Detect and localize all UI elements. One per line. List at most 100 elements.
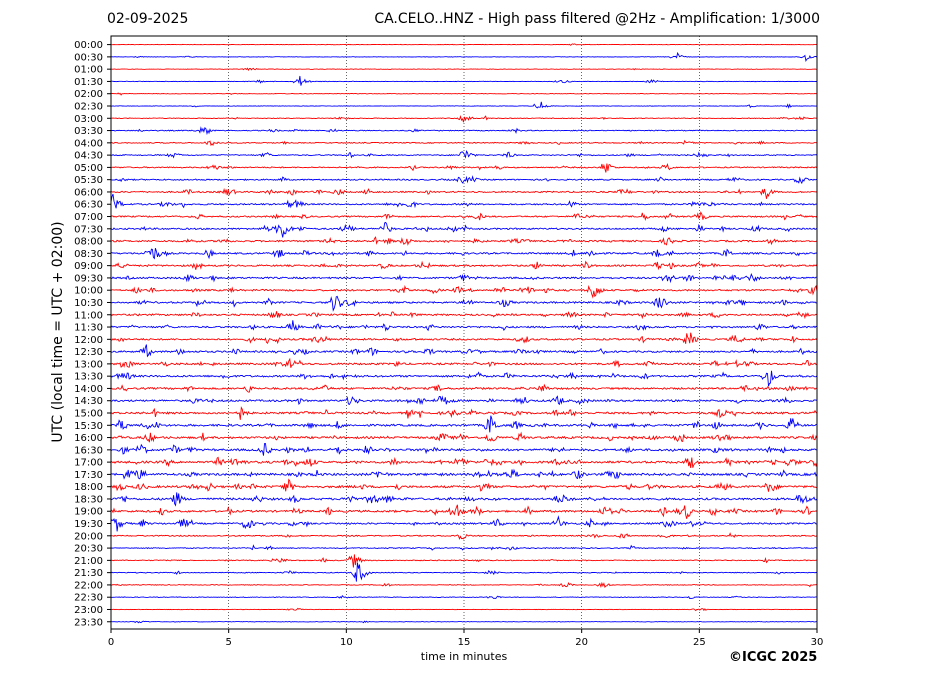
trace-row bbox=[110, 163, 818, 173]
trace-row bbox=[111, 620, 818, 624]
trace-row bbox=[110, 370, 818, 387]
y-tick-label: 19:00 bbox=[74, 507, 103, 518]
trace-row bbox=[110, 311, 818, 320]
y-tick-label: 03:00 bbox=[74, 114, 103, 125]
trace-row bbox=[110, 468, 818, 480]
chart-title: CA.CELO..HNZ - High pass filtered @2Hz -… bbox=[374, 11, 820, 27]
y-tick-label: 17:30 bbox=[74, 470, 103, 481]
trace-row bbox=[110, 221, 818, 238]
y-tick-label: 11:00 bbox=[74, 310, 103, 321]
date-label: 02-09-2025 bbox=[107, 11, 189, 27]
y-tick-label: 22:30 bbox=[74, 593, 103, 604]
trace-row bbox=[110, 544, 818, 551]
y-tick-label: 18:00 bbox=[74, 482, 103, 493]
x-tick-label: 30 bbox=[811, 637, 824, 648]
trace-row bbox=[110, 406, 818, 420]
y-tick-label: 09:30 bbox=[74, 273, 103, 284]
y-tick-label: 12:00 bbox=[74, 335, 103, 346]
trace-row bbox=[110, 515, 817, 532]
x-tick-label: 15 bbox=[458, 637, 471, 648]
x-axis-label: time in minutes bbox=[421, 650, 508, 663]
x-tick-label: 20 bbox=[575, 637, 588, 648]
trace-row bbox=[110, 554, 818, 568]
y-tick-label: 04:30 bbox=[74, 151, 103, 162]
y-tick-label: 17:00 bbox=[74, 458, 103, 469]
trace-row bbox=[110, 236, 818, 246]
trace-row bbox=[110, 51, 818, 63]
y-tick-label: 18:30 bbox=[74, 494, 103, 505]
y-tick-label: 15:00 bbox=[74, 409, 103, 420]
grid-layer bbox=[228, 36, 700, 629]
trace-row bbox=[111, 492, 818, 507]
trace-row bbox=[111, 75, 817, 86]
y-tick-label: 14:30 bbox=[74, 396, 103, 407]
trace-row bbox=[110, 67, 818, 71]
copyright: ©ICGC 2025 bbox=[729, 650, 818, 665]
x-tick-label: 10 bbox=[340, 637, 353, 648]
trace-row bbox=[110, 443, 817, 456]
trace-row bbox=[110, 295, 818, 312]
x-tick-label: 5 bbox=[225, 637, 231, 648]
y-tick-label: 21:30 bbox=[74, 568, 103, 579]
trace-row bbox=[110, 344, 818, 358]
y-tick-label: 12:30 bbox=[74, 347, 103, 358]
trace-row bbox=[110, 478, 818, 492]
x-tick-layer: 0 5 10 15 20 25 30 bbox=[108, 629, 824, 648]
y-tick-label: 01:00 bbox=[74, 65, 103, 76]
trace-row bbox=[111, 114, 818, 123]
y-tick-label: 06:00 bbox=[74, 187, 103, 198]
trace-row bbox=[110, 320, 818, 332]
y-tick-label: 19:30 bbox=[74, 519, 103, 530]
y-tick-label: 06:30 bbox=[74, 200, 103, 211]
y-tick-label: 00:00 bbox=[74, 40, 103, 51]
trace-row bbox=[110, 456, 818, 468]
y-tick-label: 16:30 bbox=[74, 445, 103, 456]
y-tick-label: 11:30 bbox=[74, 323, 103, 334]
y-tick-label: 23:00 bbox=[74, 605, 103, 616]
trace-row bbox=[110, 126, 818, 136]
trace-row bbox=[110, 395, 818, 406]
trace-row bbox=[110, 175, 818, 185]
trace-row bbox=[110, 150, 818, 159]
trace-row bbox=[110, 211, 818, 221]
trace-row bbox=[110, 383, 818, 393]
trace-row bbox=[110, 284, 818, 299]
y-tick-label: 13:30 bbox=[74, 372, 103, 383]
trace-row bbox=[110, 562, 818, 582]
trace-row bbox=[110, 581, 818, 589]
trace-row bbox=[110, 139, 818, 147]
y-tick-label: 05:00 bbox=[74, 163, 103, 174]
trace-row bbox=[110, 415, 818, 433]
y-axis-label: UTC (local time = UTC + 02:00) bbox=[50, 221, 66, 442]
y-tick-label: 08:30 bbox=[74, 249, 103, 260]
x-tick-label: 25 bbox=[693, 637, 706, 648]
y-tick-label: 14:00 bbox=[74, 384, 103, 395]
x-tick-label: 0 bbox=[108, 637, 114, 648]
trace-row bbox=[110, 504, 818, 519]
y-tick-label: 00:30 bbox=[74, 52, 103, 63]
y-tick-label: 01:30 bbox=[74, 77, 103, 88]
trace-row bbox=[110, 187, 818, 199]
y-tick-label: 07:00 bbox=[74, 212, 103, 223]
trace-row bbox=[110, 101, 818, 109]
trace-row bbox=[110, 273, 817, 284]
trace-row bbox=[111, 607, 817, 612]
trace-row bbox=[110, 532, 818, 541]
trace-row bbox=[110, 193, 818, 209]
y-tick-label: 23:30 bbox=[74, 617, 103, 628]
trace-row bbox=[110, 357, 818, 368]
trace-layer bbox=[110, 43, 818, 624]
y-tick-label: 15:30 bbox=[74, 421, 103, 432]
y-tick-label: 09:00 bbox=[74, 261, 103, 272]
y-tick-label: 22:00 bbox=[74, 580, 103, 591]
trace-row bbox=[110, 43, 817, 46]
trace-row bbox=[110, 248, 818, 260]
trace-row bbox=[110, 595, 817, 600]
y-tick-label: 13:00 bbox=[74, 359, 103, 370]
y-tick-label: 20:00 bbox=[74, 531, 103, 542]
trace-row bbox=[111, 332, 818, 345]
trace-row bbox=[110, 260, 818, 271]
y-tick-label: 05:30 bbox=[74, 175, 103, 186]
